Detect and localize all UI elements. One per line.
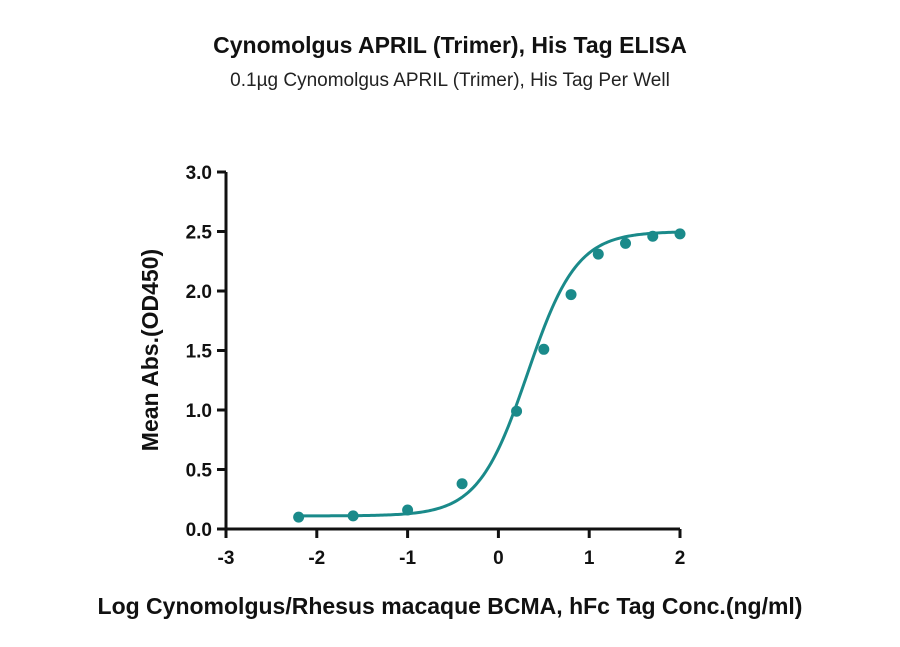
x-tick-label: -3 — [218, 548, 235, 569]
y-tick-label: 0.0 — [186, 520, 212, 541]
fit-curve — [298, 230, 681, 518]
data-point — [347, 510, 359, 522]
data-points — [293, 228, 686, 523]
y-tick-label: 2.5 — [186, 223, 213, 244]
x-tick-label: -2 — [308, 548, 325, 569]
data-point — [674, 228, 686, 240]
y-tick-label: 1.0 — [186, 401, 212, 422]
x-tick-label: -1 — [399, 548, 416, 569]
y-tick-label: 3.0 — [186, 163, 212, 184]
y-tick-label: 1.5 — [186, 342, 213, 363]
x-tick-label: 0 — [493, 548, 504, 569]
axes — [224, 172, 680, 531]
data-point — [647, 230, 659, 242]
chart-subtitle: 0.1µg Cynomolgus APRIL (Trimer), His Tag… — [230, 70, 670, 91]
x-axis-ticks: -3 -2 -1 0 1 2 — [218, 529, 686, 569]
x-tick-label: 2 — [675, 548, 686, 569]
x-tick-label: 1 — [584, 548, 595, 569]
data-point — [620, 237, 632, 249]
data-point — [456, 478, 468, 490]
y-axis-label: Mean Abs.(OD450) — [137, 249, 163, 451]
x-axis-label: Log Cynomolgus/Rhesus macaque BCMA, hFc … — [98, 593, 803, 619]
data-point — [293, 511, 305, 523]
data-point — [565, 289, 577, 301]
data-point — [402, 504, 414, 516]
y-tick-label: 0.5 — [186, 461, 213, 482]
chart-title: Cynomolgus APRIL (Trimer), His Tag ELISA — [213, 32, 687, 58]
data-point — [592, 248, 604, 260]
y-tick-label: 2.0 — [186, 282, 212, 303]
data-point — [511, 405, 523, 417]
data-point — [538, 343, 550, 355]
y-axis-ticks: 0.0 0.5 1.0 1.5 2.0 2.5 3.0 — [186, 163, 226, 541]
